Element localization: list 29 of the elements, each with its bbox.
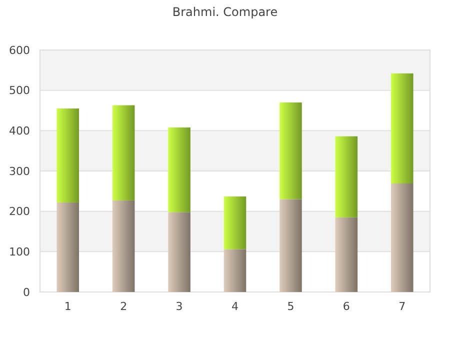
y-tick-label: 100 — [9, 246, 30, 259]
bar — [112, 105, 135, 200]
y-tick-label: 500 — [9, 84, 30, 98]
bar — [224, 196, 246, 250]
x-tick-label: 1 — [64, 300, 72, 313]
x-tick-label: 6 — [342, 300, 350, 313]
bar — [112, 200, 135, 292]
y-tick-label: 300 — [9, 164, 30, 178]
bar — [56, 202, 79, 292]
bar — [391, 73, 414, 184]
x-tick-label: 4 — [232, 300, 238, 313]
bar — [391, 184, 414, 292]
x-tick-label: 7 — [398, 300, 406, 313]
chart-title: Brahmi. Compare — [172, 5, 278, 19]
y-tick-label: 200 — [9, 205, 30, 218]
bar — [224, 249, 246, 292]
bar — [335, 136, 358, 218]
bar — [56, 108, 79, 202]
y-tick-label: 400 — [9, 124, 30, 138]
bar — [335, 217, 358, 292]
x-tick-label: 2 — [120, 300, 128, 313]
y-tick-label: 600 — [9, 44, 30, 57]
bar — [168, 212, 190, 292]
bar — [280, 199, 302, 292]
bar — [168, 127, 190, 212]
x-tick-label: 5 — [287, 300, 294, 313]
x-tick-label: 3 — [176, 300, 183, 313]
bar — [280, 102, 302, 200]
y-tick-label: 0 — [23, 286, 30, 299]
